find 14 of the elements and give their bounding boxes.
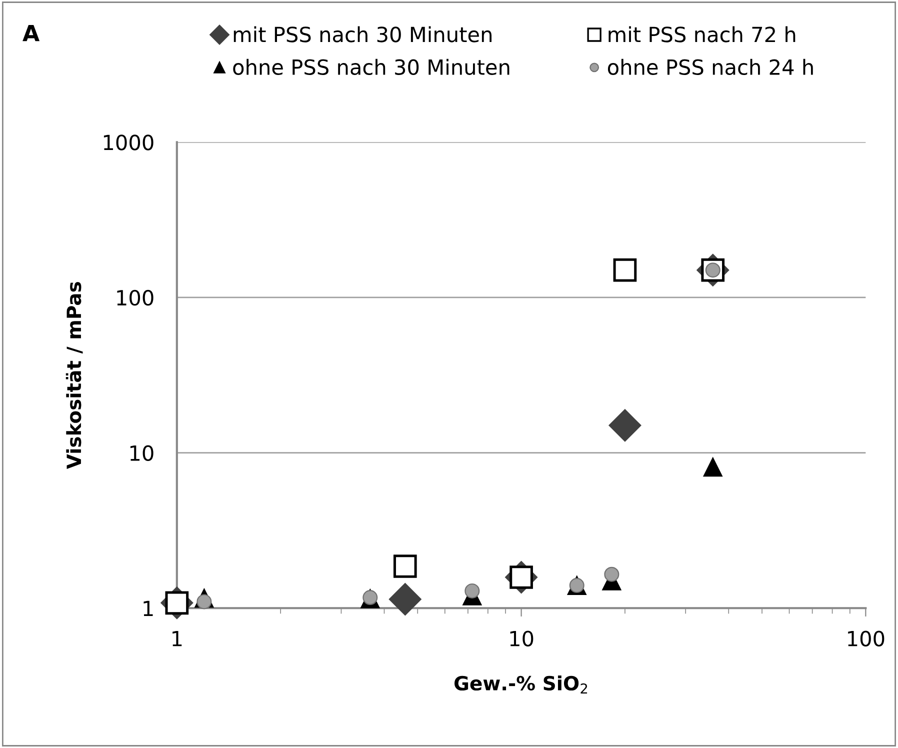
x-tick-label: 1	[172, 630, 182, 646]
y-tick-label: 1000	[104, 134, 154, 150]
x-tick-label: 10	[510, 630, 534, 646]
legend-label: ohne PSS nach 30 Minuten	[233, 58, 510, 76]
legend-label: ohne PSS nach 24 h	[608, 58, 813, 76]
y-tick-label: 100	[117, 290, 154, 306]
x-tick-label: 100	[848, 630, 884, 646]
y-tick-label: 1	[144, 600, 153, 616]
x-axis-title: Gew.-% SiO$_{2}$	[454, 676, 588, 694]
y-tick-label: 10	[130, 445, 154, 461]
legend-label: mit PSS nach 72 h	[608, 26, 796, 42]
legend-label: mit PSS nach 30 Minuten	[234, 26, 492, 42]
y-axis-title: Viskosität / mPas	[66, 282, 83, 470]
text: A	[22, 24, 40, 42]
